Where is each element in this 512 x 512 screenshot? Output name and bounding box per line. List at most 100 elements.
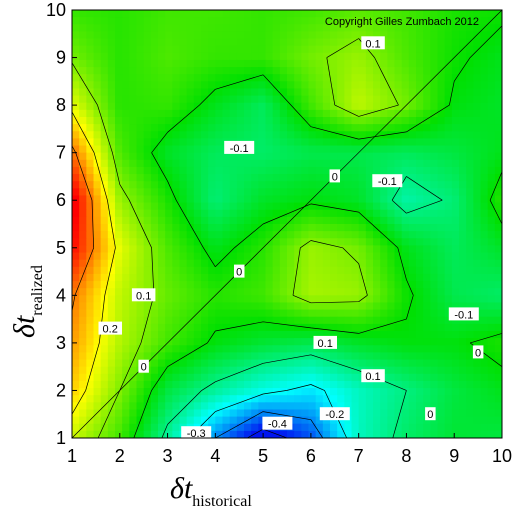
heat-cell [444,288,453,296]
heat-cell [423,345,431,353]
heat-cell [294,166,302,175]
heat-cell [208,323,216,332]
heat-cell [143,281,152,289]
heat-cell [287,209,295,218]
heat-cell [265,102,274,111]
heat-cell [466,52,474,61]
heat-cell [79,331,87,339]
heat-cell [330,81,338,90]
heat-cell [136,131,145,139]
contour-line [72,38,399,438]
heat-cell [494,281,502,289]
heat-cell [480,10,489,18]
heat-cell [351,181,360,189]
heat-cell [365,17,374,25]
heat-cell [100,238,109,246]
heat-cell [100,10,109,18]
heat-cell [487,395,496,403]
heat-cell [258,373,267,382]
heat-cell [72,252,80,261]
heat-cell [416,117,424,125]
heat-cell [294,402,302,411]
heat-cell [344,259,353,268]
heat-cell [258,95,267,104]
heat-cell [93,166,102,175]
heat-cell [494,373,502,382]
heat-cell [294,209,302,218]
heat-cell [258,416,267,425]
heat-cell [480,138,489,147]
heat-cell [459,366,467,375]
heat-cell [380,166,388,175]
x-tick-label: 2 [115,446,125,466]
heat-cell [165,102,173,111]
heat-cell [193,295,202,304]
heat-cell [236,259,245,268]
heat-cell [416,52,424,61]
heat-cell [107,216,116,225]
heat-cell [344,288,353,296]
heat-cell [294,231,302,239]
heat-cell [122,245,130,254]
heat-cell [380,52,388,61]
heat-cell [466,224,474,232]
heat-cell [408,366,417,375]
heat-cell [387,423,396,432]
heat-cell [380,67,388,75]
heat-cell [466,195,474,204]
heat-cell [193,238,202,246]
heat-cell [172,245,181,254]
heat-cell [122,309,130,318]
heat-cell [330,131,338,139]
heat-cell [79,423,87,432]
heat-cell [408,295,417,304]
heat-cell [451,430,460,438]
heat-cell [351,430,360,438]
heat-cell [301,95,310,104]
heat-cell [279,309,288,318]
heat-cell [236,216,245,225]
heat-cell [351,95,360,104]
heat-cell [437,102,446,111]
heat-cell [265,174,274,182]
heat-cell [380,45,388,54]
heat-cell [351,152,360,161]
heat-cell [423,430,431,438]
heat-cell [136,10,145,18]
heat-cell [401,124,410,132]
heat-cell [279,331,288,339]
heat-cell [122,95,130,104]
heat-cell [186,416,195,425]
heat-cell [201,409,209,418]
heat-cell [315,17,324,25]
heat-cell [330,88,338,97]
heat-cell [107,195,116,204]
heat-cell [86,288,95,296]
heat-cell [158,124,166,132]
heat-cell [179,224,188,232]
heat-cell [179,316,188,325]
heat-cell [301,88,310,97]
heat-cell [122,380,130,389]
heat-cell [93,231,102,239]
heat-cell [358,138,367,147]
heat-cell [100,17,109,25]
heat-cell [93,59,102,68]
heat-cell [279,174,288,182]
heat-cell [394,423,403,432]
heat-cell [165,366,173,375]
heat-cell [229,416,238,425]
heat-cell [136,423,145,432]
heat-cell [79,145,87,154]
heat-cell [72,109,80,118]
heat-cell [459,302,467,311]
heat-cell [466,38,474,47]
heat-cell [315,74,324,82]
heat-cell [236,52,245,61]
heat-cell [408,52,417,61]
heat-cell [229,345,238,353]
heat-cell [150,231,159,239]
heat-cell [229,281,238,289]
heat-cell [258,109,267,118]
heat-cell [279,10,288,18]
